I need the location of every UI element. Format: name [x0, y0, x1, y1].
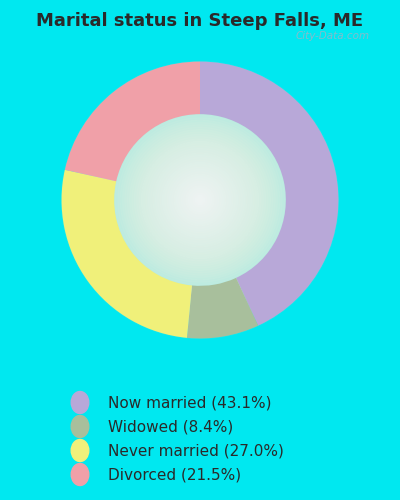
Polygon shape — [64, 64, 336, 336]
Wedge shape — [200, 62, 338, 326]
Polygon shape — [160, 160, 240, 240]
Polygon shape — [83, 82, 317, 318]
Polygon shape — [106, 106, 294, 294]
Wedge shape — [62, 170, 192, 338]
Polygon shape — [172, 172, 228, 228]
Polygon shape — [122, 122, 278, 278]
Polygon shape — [116, 116, 284, 284]
Polygon shape — [92, 92, 308, 308]
Polygon shape — [170, 170, 230, 230]
Polygon shape — [176, 176, 224, 224]
Polygon shape — [125, 125, 275, 275]
Polygon shape — [90, 90, 310, 310]
Polygon shape — [76, 76, 324, 324]
Polygon shape — [181, 181, 219, 219]
Polygon shape — [184, 184, 216, 216]
Polygon shape — [144, 144, 256, 256]
Polygon shape — [97, 96, 303, 304]
Polygon shape — [179, 179, 221, 221]
Polygon shape — [68, 68, 332, 332]
Polygon shape — [99, 99, 301, 301]
Polygon shape — [73, 74, 327, 326]
Polygon shape — [130, 130, 270, 270]
Polygon shape — [137, 136, 263, 264]
Polygon shape — [134, 134, 266, 266]
Polygon shape — [66, 66, 334, 334]
Polygon shape — [85, 85, 315, 315]
Polygon shape — [78, 78, 322, 322]
Polygon shape — [111, 111, 289, 289]
Polygon shape — [193, 193, 207, 207]
Polygon shape — [71, 71, 329, 329]
Polygon shape — [62, 62, 338, 338]
Polygon shape — [156, 156, 244, 244]
Text: City-Data.com: City-Data.com — [295, 31, 369, 41]
Text: Widowed (8.4%): Widowed (8.4%) — [108, 419, 233, 434]
Polygon shape — [132, 132, 268, 268]
Polygon shape — [191, 190, 209, 210]
Polygon shape — [188, 188, 212, 212]
Polygon shape — [165, 165, 235, 235]
Polygon shape — [80, 80, 320, 320]
Polygon shape — [151, 150, 249, 250]
Polygon shape — [146, 146, 254, 254]
Polygon shape — [104, 104, 296, 296]
Polygon shape — [148, 148, 252, 252]
Polygon shape — [158, 158, 242, 242]
Polygon shape — [153, 153, 247, 247]
Polygon shape — [127, 128, 273, 272]
Polygon shape — [162, 162, 238, 238]
Polygon shape — [186, 186, 214, 214]
Polygon shape — [120, 120, 280, 280]
Polygon shape — [118, 118, 282, 282]
Polygon shape — [139, 139, 261, 261]
Polygon shape — [167, 167, 233, 233]
Wedge shape — [187, 278, 258, 338]
Polygon shape — [113, 113, 287, 287]
Polygon shape — [198, 198, 202, 202]
Text: Marital status in Steep Falls, ME: Marital status in Steep Falls, ME — [36, 12, 364, 30]
Polygon shape — [141, 142, 259, 258]
Text: Never married (27.0%): Never married (27.0%) — [108, 443, 284, 458]
Text: Divorced (21.5%): Divorced (21.5%) — [108, 467, 241, 482]
Polygon shape — [195, 196, 205, 204]
Polygon shape — [94, 94, 306, 306]
Polygon shape — [108, 108, 292, 292]
Polygon shape — [174, 174, 226, 226]
Polygon shape — [102, 102, 298, 298]
Text: Now married (43.1%): Now married (43.1%) — [108, 395, 272, 410]
Wedge shape — [65, 62, 200, 182]
Polygon shape — [87, 88, 313, 312]
